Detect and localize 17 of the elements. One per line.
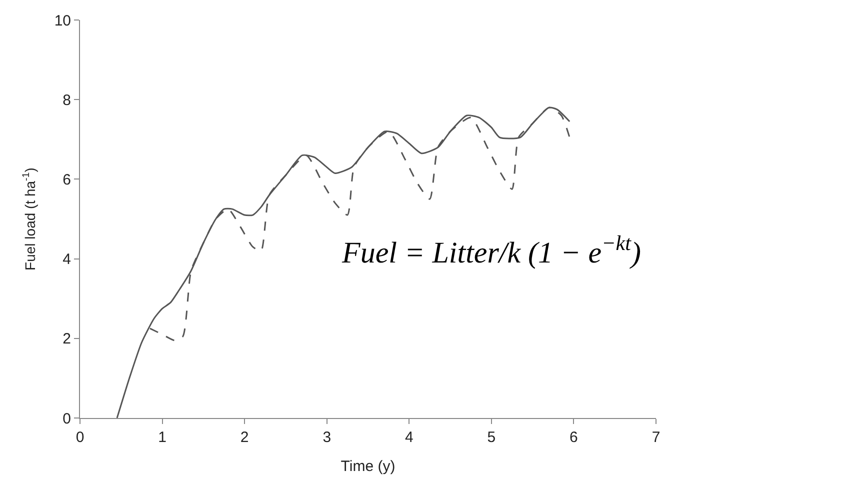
x-tick-label: 0 xyxy=(76,429,84,446)
y-tick-label: 6 xyxy=(62,171,71,188)
x-tick-label: 4 xyxy=(404,429,414,446)
x-axis-title: Time (y) xyxy=(340,458,396,475)
x-tick-label: 5 xyxy=(487,429,496,446)
y-tick-label: 10 xyxy=(54,12,71,30)
x-tick-label: 6 xyxy=(570,429,578,446)
y-tick-label: 8 xyxy=(62,92,71,109)
line-series xyxy=(116,106,570,418)
x-tick-label: 2 xyxy=(240,429,249,446)
x-tick-label: 3 xyxy=(322,429,332,446)
y-tick-label: 4 xyxy=(62,251,71,268)
annotation: Fuel = Litter/k (1 − e$^{−kt}$) xyxy=(341,231,641,270)
y-tick-label: 0 xyxy=(62,410,71,428)
x-tick-label: 7 xyxy=(652,429,660,446)
y-tick-label: 2 xyxy=(62,330,71,348)
x-tick-label: 1 xyxy=(158,429,166,446)
